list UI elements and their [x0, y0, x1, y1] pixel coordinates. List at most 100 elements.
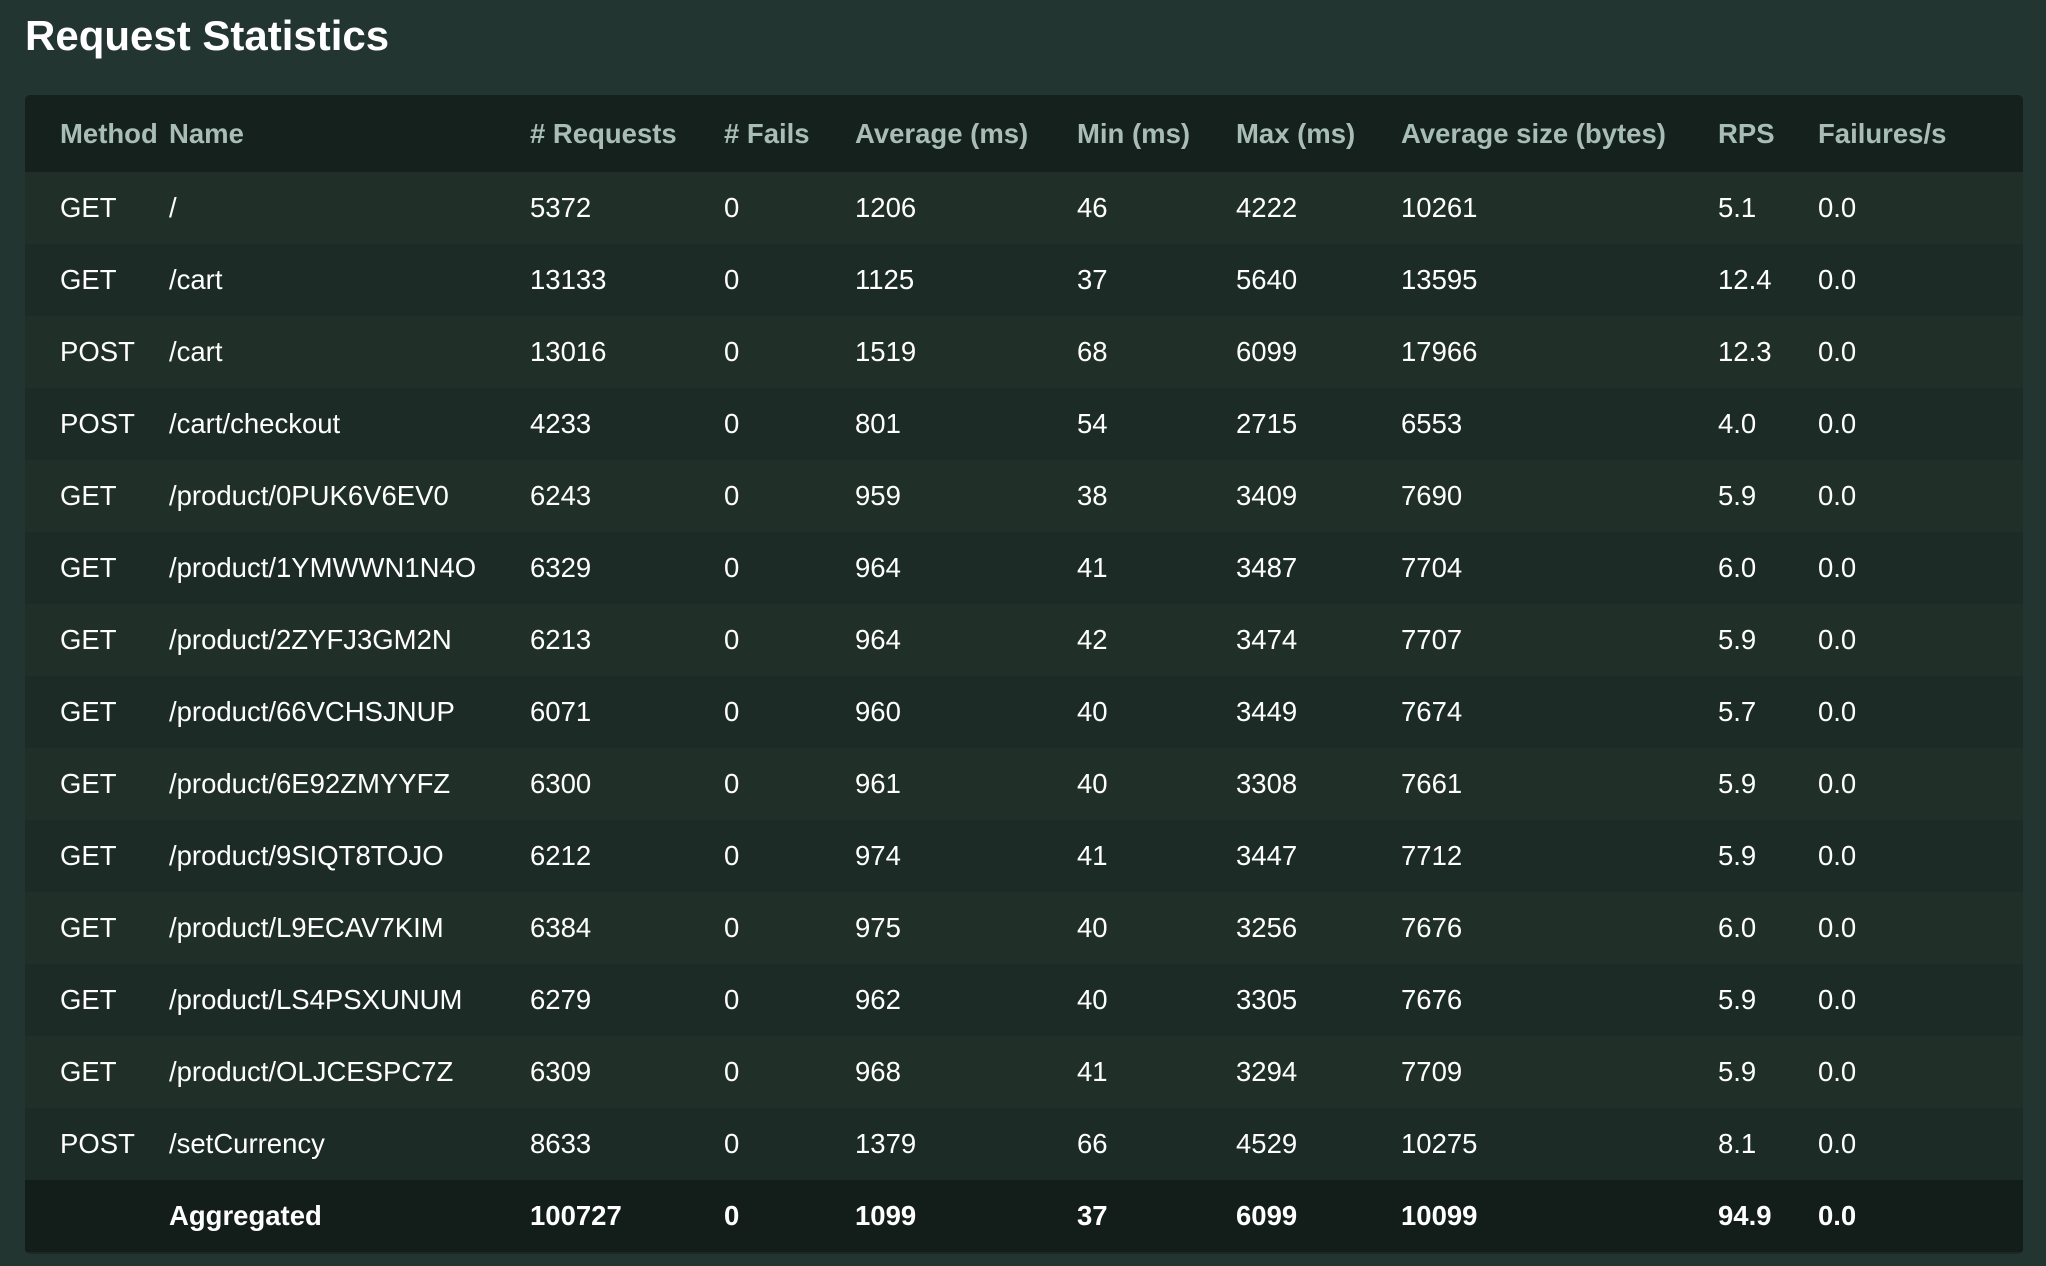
max-ms-cell: 3294 — [1236, 1056, 1298, 1087]
requests-cell: 5372 — [530, 192, 592, 223]
table-row: GET/product/66VCHSJNUP 6071 0 960 40 3449 7674… — [25, 676, 2023, 748]
failures-per-s-cell: 0.0 — [1818, 696, 1857, 727]
average-ms-cell: 964 — [855, 552, 901, 583]
failures-per-s-cell: 0.0 — [1818, 336, 1857, 367]
average-ms-cell: 1379 — [855, 1128, 917, 1159]
fails-cell: 0 — [724, 912, 740, 943]
average-ms-cell: 960 — [855, 696, 901, 727]
column-header-method[interactable]: Method — [60, 117, 158, 149]
max-ms-cell: 4529 — [1236, 1128, 1298, 1159]
table-row: GET / 5372 0 1206 46 4222 10261 5.1 0.0 — [25, 172, 2023, 244]
request-statistics-panel: Method Name # Requests # Fails Average (… — [25, 95, 2023, 1254]
min-ms-cell: 66 — [1077, 1128, 1108, 1159]
average-ms-cell: 961 — [855, 768, 901, 799]
min-ms-cell: 40 — [1077, 984, 1108, 1015]
aggregated-failures-per-s-cell: 0.0 — [1818, 1200, 1857, 1231]
requests-cell: 6212 — [530, 840, 592, 871]
table-row: GET/product/LS4PSXUNUM 6279 0 962 40 3305 7676… — [25, 964, 2023, 1036]
max-ms-cell: 4222 — [1236, 192, 1298, 223]
min-ms-cell: 42 — [1077, 624, 1108, 655]
rps-cell: 5.9 — [1718, 1056, 1757, 1087]
column-header-max-ms[interactable]: Max (ms) — [1236, 117, 1356, 149]
failures-per-s-cell: 0.0 — [1818, 912, 1857, 943]
average-size-cell: 7709 — [1401, 1056, 1463, 1087]
requests-cell: 4233 — [530, 408, 592, 439]
requests-cell: 6384 — [530, 912, 592, 943]
failures-per-s-cell: 0.0 — [1818, 1056, 1857, 1087]
rps-cell: 12.3 — [1718, 336, 1772, 367]
failures-per-s-cell: 0.0 — [1818, 552, 1857, 583]
aggregated-average-cell: 1099 — [855, 1200, 917, 1231]
header-row: Method Name # Requests # Fails Average (… — [25, 95, 2023, 172]
min-ms-cell: 37 — [1077, 264, 1108, 295]
aggregated-min-cell: 37 — [1077, 1200, 1108, 1231]
rps-cell: 5.9 — [1718, 480, 1757, 511]
method-cell: GET — [60, 552, 117, 583]
column-header-rps[interactable]: RPS — [1718, 117, 1775, 149]
table-row: GET/cart 13133 0 1125 37 5640 13595 12.4 0.0 — [25, 244, 2023, 316]
average-ms-cell: 1519 — [855, 336, 917, 367]
rps-cell: 6.0 — [1718, 912, 1757, 943]
method-cell: GET — [60, 768, 117, 799]
method-cell: POST — [60, 408, 135, 439]
fails-cell: 0 — [724, 192, 740, 223]
average-ms-cell: 1125 — [855, 264, 915, 295]
average-size-cell: 7704 — [1401, 552, 1463, 583]
requests-cell: 6071 — [530, 696, 592, 727]
table-row: POST/cart 13016 0 1519 68 6099 17966 12.3 0.0 — [25, 316, 2023, 388]
table-row: POST/setCurrency 8633 0 1379 66 4529 10275 8.1 0… — [25, 1108, 2023, 1180]
requests-cell: 6243 — [530, 480, 592, 511]
requests-cell: 13133 — [530, 264, 607, 295]
requests-cell: 6213 — [530, 624, 592, 655]
name-cell: /product/66VCHSJNUP — [169, 696, 455, 727]
column-header-requests[interactable]: # Requests — [530, 117, 677, 149]
aggregated-requests-cell: 100727 — [530, 1200, 622, 1231]
average-size-cell: 7712 — [1401, 840, 1463, 871]
max-ms-cell: 3487 — [1236, 552, 1298, 583]
aggregated-row: Aggregated 100727 0 1099 37 6099 10099 9… — [25, 1180, 2023, 1252]
requests-cell: 8633 — [530, 1128, 592, 1159]
name-cell: /cart — [169, 264, 223, 295]
aggregated-rps-cell: 94.9 — [1718, 1200, 1772, 1231]
name-cell: /product/6E92ZMYYFZ — [169, 768, 451, 799]
column-header-min-ms[interactable]: Min (ms) — [1077, 117, 1191, 149]
method-cell: GET — [60, 912, 117, 943]
average-size-cell: 13595 — [1401, 264, 1478, 295]
table-header: Method Name # Requests # Fails Average (… — [25, 95, 2023, 172]
max-ms-cell: 3474 — [1236, 624, 1298, 655]
failures-per-s-cell: 0.0 — [1818, 984, 1857, 1015]
method-cell: GET — [60, 984, 117, 1015]
aggregated-fails-cell: 0 — [724, 1200, 740, 1231]
failures-per-s-cell: 0.0 — [1818, 624, 1857, 655]
fails-cell: 0 — [724, 1128, 740, 1159]
failures-per-s-cell: 0.0 — [1818, 408, 1857, 439]
method-cell: GET — [60, 480, 117, 511]
max-ms-cell: 5640 — [1236, 264, 1298, 295]
column-header-fails[interactable]: # Fails — [724, 117, 810, 149]
fails-cell: 0 — [724, 768, 740, 799]
average-size-cell: 17966 — [1401, 336, 1478, 367]
max-ms-cell: 3447 — [1236, 840, 1298, 871]
name-cell: / — [169, 192, 177, 223]
column-header-average-ms[interactable]: Average (ms) — [855, 117, 1029, 149]
max-ms-cell: 2715 — [1236, 408, 1298, 439]
average-size-cell: 7676 — [1401, 984, 1463, 1015]
method-cell: GET — [60, 840, 117, 871]
requests-cell: 6300 — [530, 768, 592, 799]
rps-cell: 6.0 — [1718, 552, 1757, 583]
name-cell: /product/LS4PSXUNUM — [169, 984, 463, 1015]
fails-cell: 0 — [724, 264, 740, 295]
max-ms-cell: 3308 — [1236, 768, 1298, 799]
min-ms-cell: 38 — [1077, 480, 1108, 511]
min-ms-cell: 41 — [1077, 1056, 1108, 1087]
column-header-name[interactable]: Name — [169, 117, 244, 149]
min-ms-cell: 41 — [1077, 552, 1108, 583]
failures-per-s-cell: 0.0 — [1818, 1128, 1857, 1159]
aggregated-max-cell: 6099 — [1236, 1200, 1298, 1231]
max-ms-cell: 3305 — [1236, 984, 1298, 1015]
average-ms-cell: 1206 — [855, 192, 917, 223]
column-header-average-size[interactable]: Average size (bytes) — [1401, 117, 1666, 149]
fails-cell: 0 — [724, 408, 740, 439]
rps-cell: 5.7 — [1718, 696, 1757, 727]
column-header-failures-per-s[interactable]: Failures/s — [1818, 117, 1947, 149]
